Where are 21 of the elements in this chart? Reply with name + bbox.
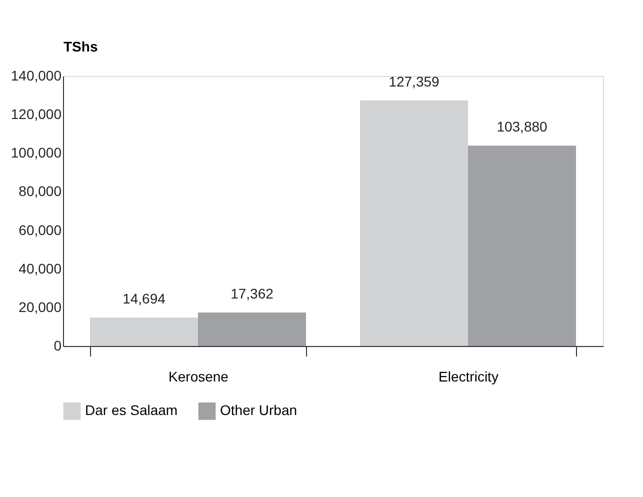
- y-tick-label: 120,000: [10, 106, 62, 122]
- legend-label: Other Urban: [220, 402, 298, 418]
- bar: [360, 100, 468, 346]
- x-tick-label: Kerosene: [168, 368, 229, 384]
- y-tick-label: 140,000: [10, 68, 62, 84]
- y-tick-label: 20,000: [18, 298, 62, 315]
- y-axis-title: TShs: [64, 38, 98, 54]
- data-label: 103,880: [496, 118, 548, 135]
- bar: [90, 318, 198, 346]
- y-tick-label: 100,000: [10, 144, 62, 161]
- y-tick-label: 60,000: [18, 222, 62, 238]
- y-tick-label: 80,000: [18, 183, 62, 200]
- legend-label: Dar es Salaam: [85, 402, 178, 418]
- x-tick-label: Electricity: [438, 368, 498, 384]
- data-label: 127,359: [388, 73, 440, 90]
- bar: [468, 146, 576, 346]
- bar: [198, 312, 306, 346]
- data-label: 14,694: [122, 290, 166, 307]
- data-label: 17,362: [230, 286, 274, 302]
- y-tick-label: 0: [54, 338, 62, 354]
- y-tick-label: 40,000: [18, 260, 62, 276]
